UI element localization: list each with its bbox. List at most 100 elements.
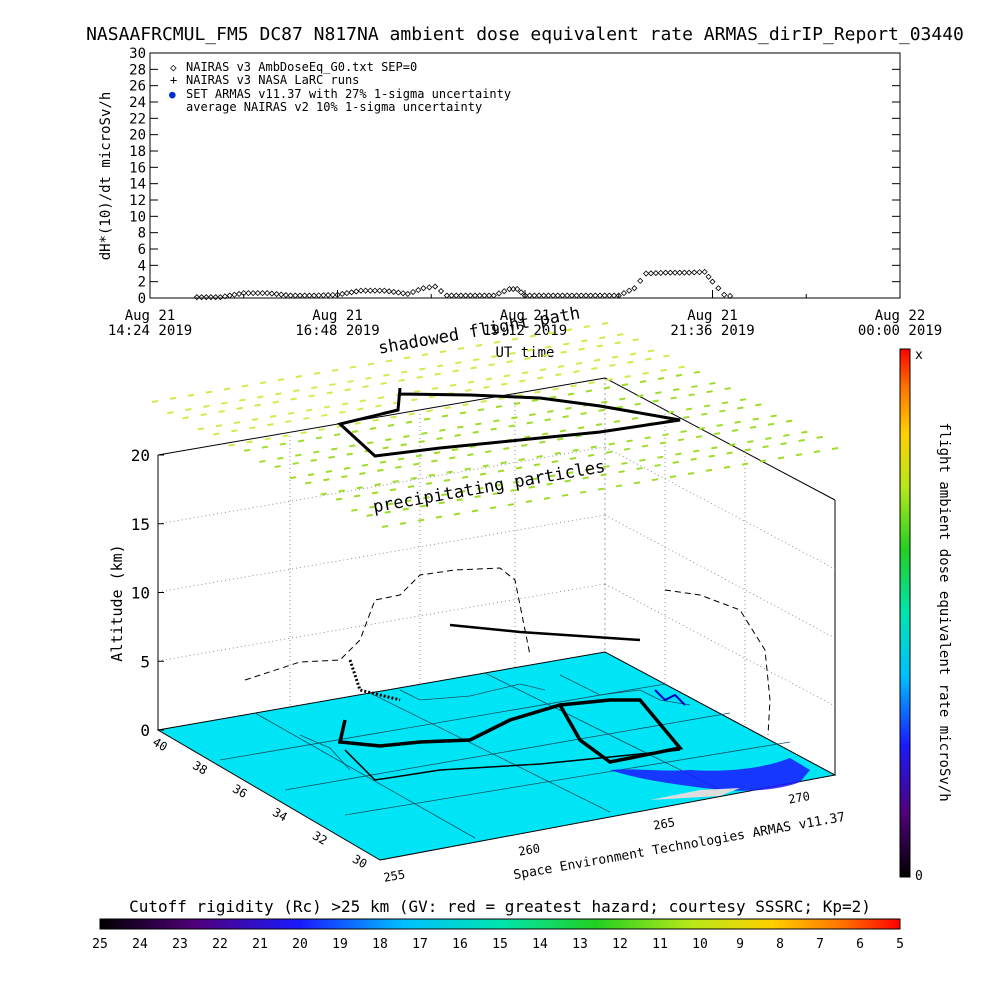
- top-x-tick-label-date: Aug 21: [125, 308, 176, 324]
- particle-marker: [243, 448, 251, 452]
- data-point: [709, 278, 716, 285]
- data-point: [506, 285, 513, 293]
- particle-marker: [672, 460, 679, 464]
- altitude-axis: 0 5 10 15 20: [131, 446, 164, 740]
- particle-marker: [582, 476, 589, 480]
- particle-marker: [590, 445, 597, 449]
- data-point: [395, 289, 402, 296]
- cutoff-tick-label: 25: [92, 937, 108, 952]
- particle-marker: [621, 383, 629, 387]
- data-point: [226, 292, 233, 299]
- particle-marker: [734, 420, 741, 424]
- particle-marker: [493, 419, 500, 423]
- cutoff-tick-label: 22: [212, 937, 228, 952]
- data-point: [662, 269, 669, 276]
- particle-marker: [519, 379, 526, 383]
- particle-marker: [213, 432, 220, 436]
- particle-marker: [795, 453, 803, 457]
- particle-marker: [369, 426, 377, 430]
- map-boundaries: [219, 672, 791, 839]
- particle-marker: [624, 375, 631, 379]
- particle-marker: [515, 466, 523, 470]
- top-y-tick-label: 6: [138, 242, 146, 258]
- particle-marker: [491, 354, 498, 358]
- particle-marker: [529, 413, 536, 417]
- data-point: [467, 292, 474, 299]
- particle-marker: [685, 407, 693, 411]
- cutoff-rigidity-colorbar: Cutoff rigidity (Rc) >25 km (GV: red = g…: [92, 897, 904, 952]
- particle-marker: [239, 398, 246, 402]
- back-top-edge-right: [604, 377, 836, 501]
- particle-marker: [813, 450, 821, 454]
- particle-marker: [197, 427, 205, 431]
- data-point: [310, 292, 318, 299]
- particle-marker: [365, 376, 372, 380]
- particle-marker: [385, 438, 392, 442]
- longitude-axis: 255 260 265 270: [382, 789, 811, 885]
- data-point: [353, 288, 360, 295]
- particle-marker: [303, 416, 310, 420]
- particle-marker: [331, 368, 339, 372]
- particle-marker: [549, 395, 557, 399]
- particle-marker: [338, 489, 345, 493]
- cutoff-tick-label: 20: [292, 937, 308, 952]
- particle-marker: [536, 455, 543, 459]
- particle-marker: [578, 347, 585, 351]
- dose-colorbar-top-label: x: [915, 348, 923, 363]
- particle-marker: [305, 408, 313, 412]
- particle-marker: [688, 393, 695, 397]
- particle-marker: [545, 345, 552, 349]
- particle-marker: [527, 348, 534, 352]
- particle-marker: [605, 450, 613, 454]
- particle-marker: [407, 485, 415, 489]
- particle-marker: [623, 447, 631, 451]
- particle-marker: [587, 453, 595, 457]
- particle-marker: [547, 331, 555, 335]
- data-point: [193, 294, 200, 301]
- top-x-tick-label-date: Aug 22: [875, 308, 926, 324]
- data-point: [667, 269, 674, 276]
- particle-marker: [503, 447, 510, 450]
- particle-marker: [398, 378, 405, 382]
- cutoff-tick-label: 12: [612, 937, 628, 952]
- cutoff-tick-label: 9: [736, 937, 744, 952]
- particle-marker: [375, 404, 382, 408]
- data-point: [404, 290, 411, 297]
- flight-track-shadow: [344, 749, 681, 781]
- particle-marker: [565, 328, 573, 332]
- particle-marker: [310, 458, 317, 462]
- particle-marker: [675, 373, 683, 377]
- particle-marker: [479, 472, 487, 476]
- particle-marker: [632, 338, 639, 342]
- top-x-tick-label-time: 14:24 2019: [108, 323, 192, 339]
- precipitating-particle-band: [151, 322, 839, 528]
- particle-marker: [581, 339, 588, 343]
- coastal-land-patch: [650, 788, 740, 800]
- particle-marker: [228, 443, 235, 447]
- data-point: [437, 287, 445, 295]
- particle-marker: [539, 440, 546, 444]
- latitude-tick-label: 30: [350, 852, 370, 871]
- particle-marker: [300, 431, 307, 435]
- cutoff-colorbar-gradient: [99, 918, 901, 930]
- particle-marker: [453, 512, 461, 516]
- data-point: [559, 292, 566, 299]
- particle-marker: [546, 482, 553, 486]
- particle-marker: [313, 371, 321, 375]
- particle-marker: [737, 406, 744, 410]
- altitude-profile-dashed: [244, 567, 531, 681]
- particle-marker: [475, 422, 482, 426]
- particle-marker: [705, 468, 713, 472]
- particle-marker: [470, 366, 477, 370]
- particle-marker: [401, 370, 408, 374]
- data-point: [381, 287, 388, 294]
- particle-marker: [374, 483, 381, 487]
- data-point: [415, 287, 422, 294]
- data-point: [637, 277, 644, 284]
- particle-marker: [249, 426, 256, 430]
- particle-marker: [474, 495, 481, 499]
- particle-marker: [379, 460, 387, 464]
- data-point: [596, 292, 604, 299]
- particle-marker: [691, 385, 698, 389]
